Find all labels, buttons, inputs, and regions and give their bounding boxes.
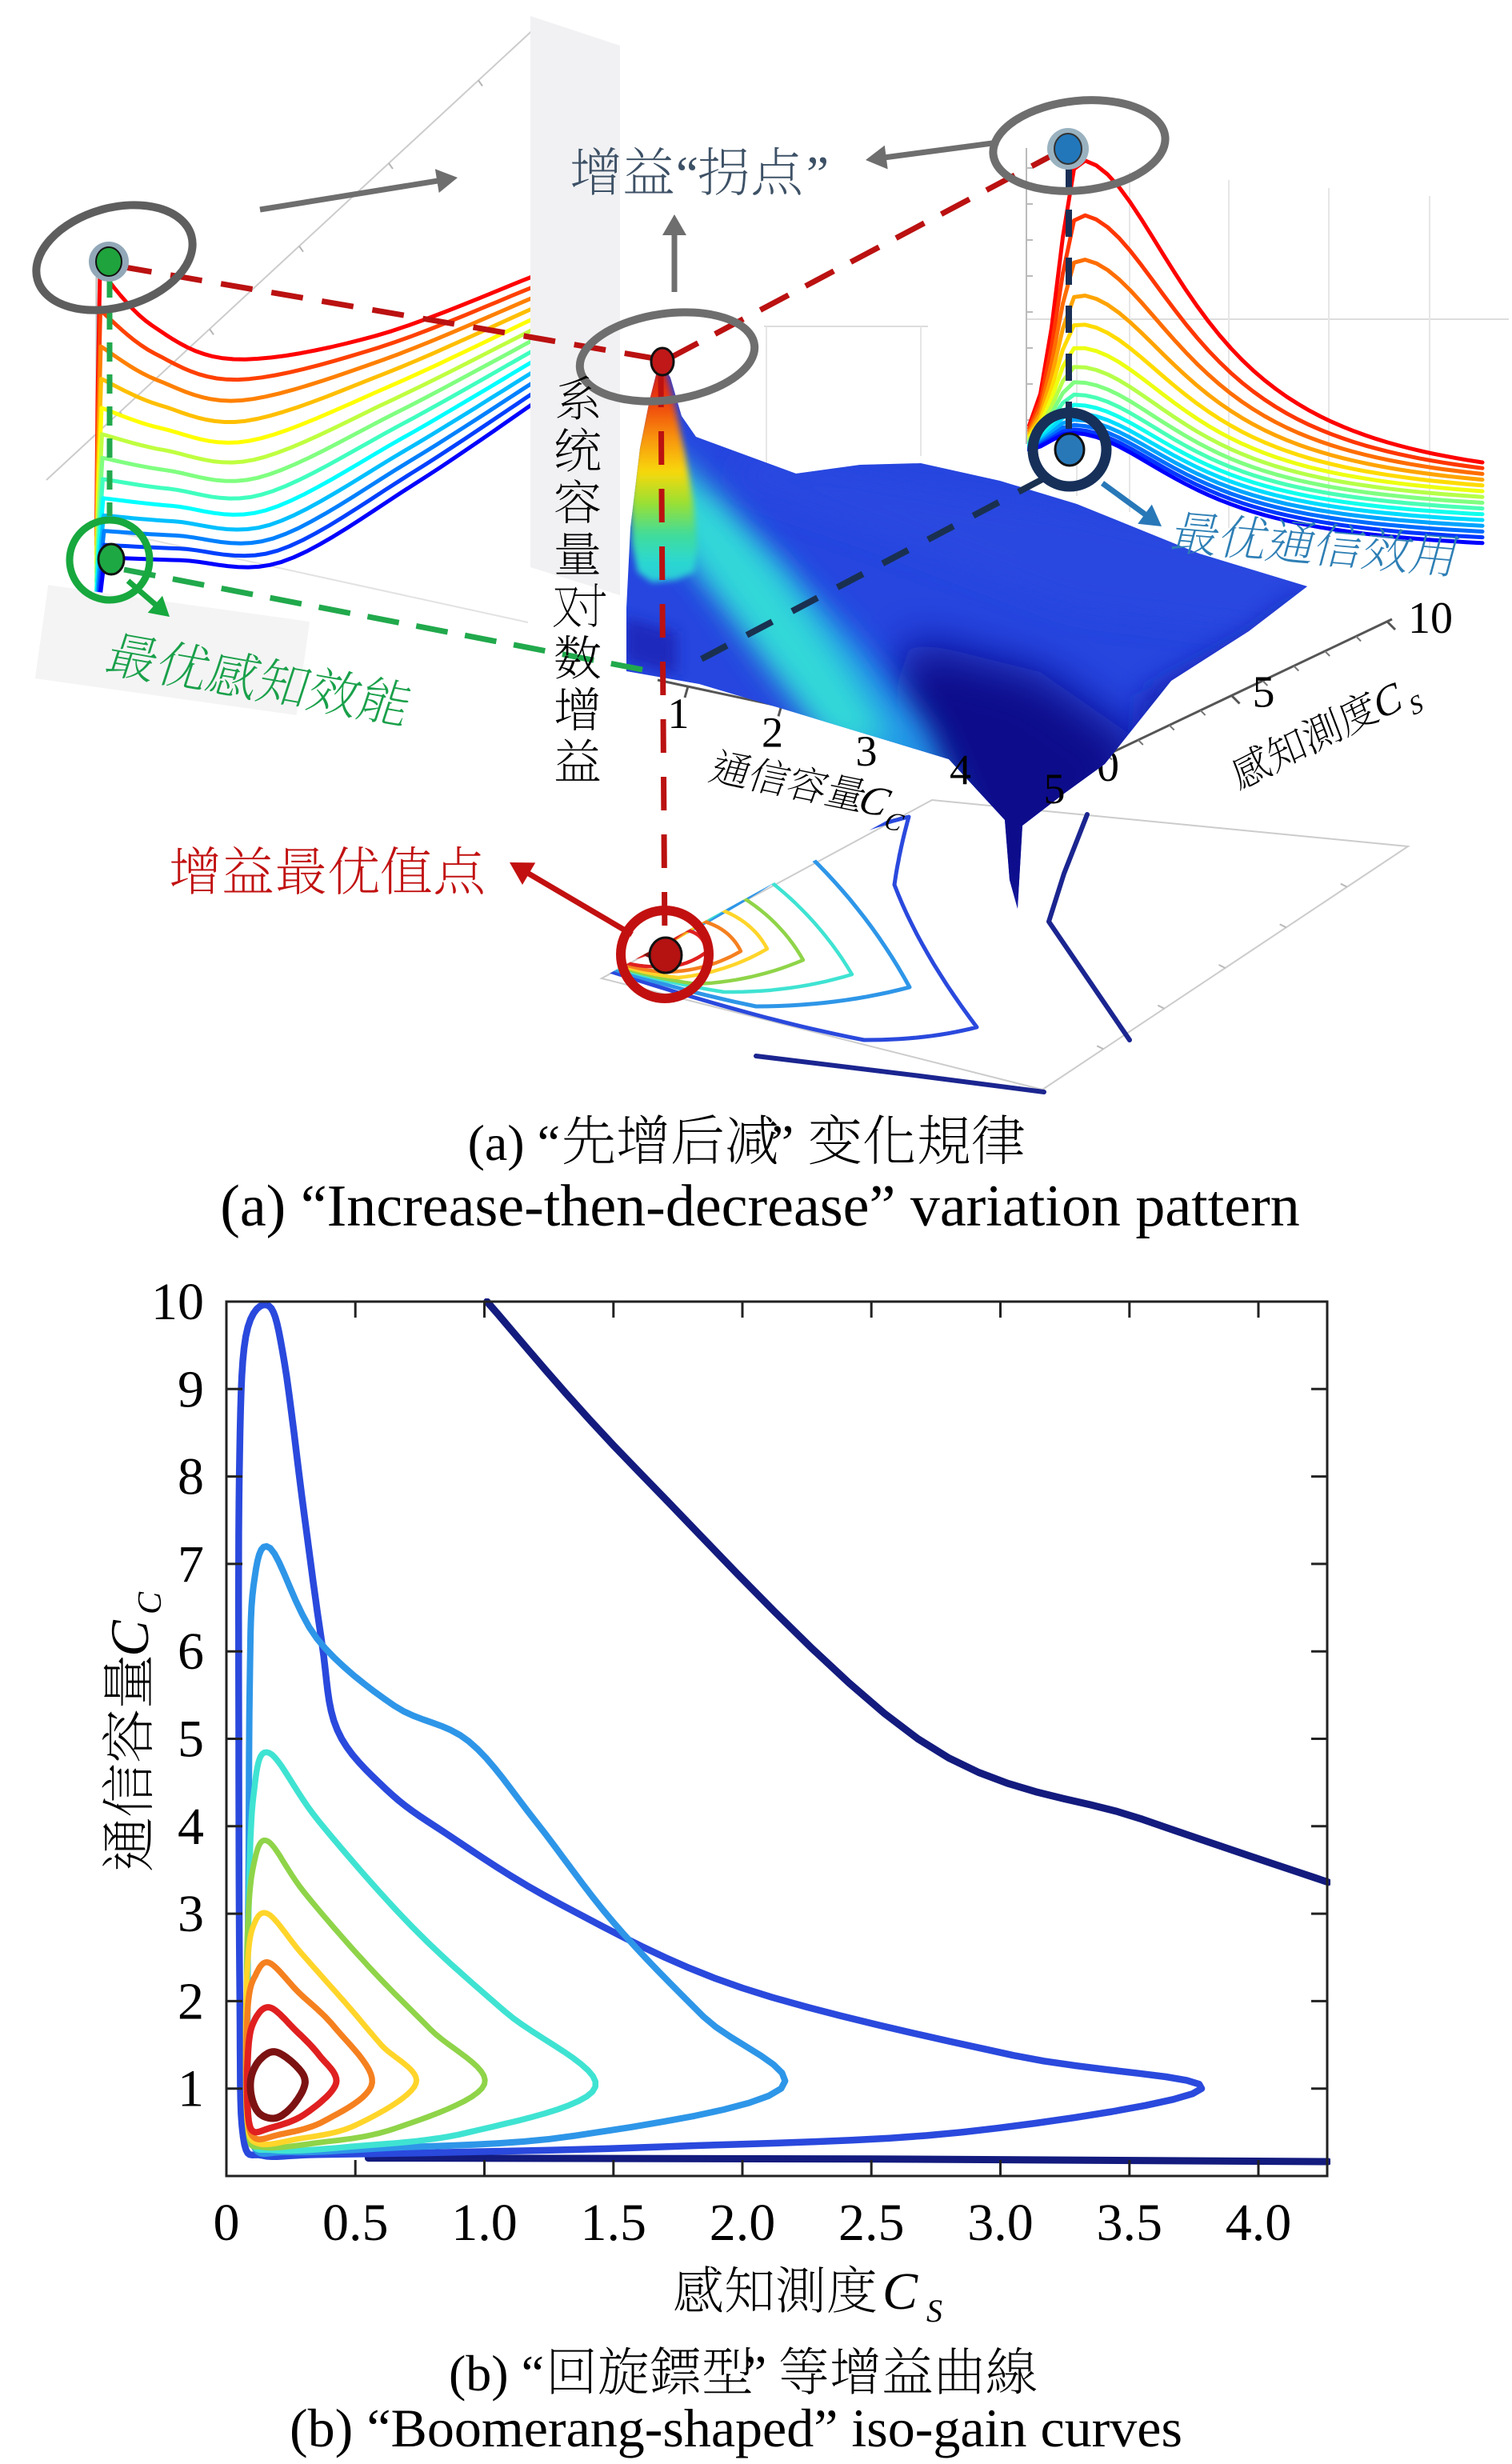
svg-text:2: 2 <box>762 709 783 757</box>
svg-text:5: 5 <box>1044 765 1066 813</box>
svg-text:4.0: 4.0 <box>1226 2194 1292 2252</box>
svg-text:1: 1 <box>178 2060 204 2118</box>
svg-text:5: 5 <box>1253 668 1275 718</box>
svg-text:(a) “: (a) “ <box>468 1114 560 1171</box>
svg-text:3.0: 3.0 <box>967 2194 1034 2252</box>
svg-text:(a) “Increase-then-decrease” v: (a) “Increase-then-decrease” variation p… <box>220 1174 1300 1239</box>
svg-text:9: 9 <box>178 1360 204 1418</box>
svg-text:”: ” <box>806 146 829 202</box>
svg-text:”: ” <box>771 1114 794 1171</box>
svg-text:2: 2 <box>178 1972 204 2030</box>
svg-text:C: C <box>132 1591 169 1614</box>
svg-text:4: 4 <box>178 1798 204 1856</box>
svg-text:“: “ <box>676 146 698 202</box>
svg-text:2.5: 2.5 <box>838 2194 905 2252</box>
svg-text:2.0: 2.0 <box>710 2194 776 2252</box>
svg-text:3: 3 <box>178 1885 204 1943</box>
svg-text:0: 0 <box>214 2194 240 2252</box>
svg-text:”: ” <box>744 2345 766 2402</box>
svg-text:8: 8 <box>178 1448 204 1506</box>
svg-text:S: S <box>926 2293 942 2329</box>
svg-text:10: 10 <box>151 1273 204 1331</box>
svg-text:1: 1 <box>668 690 690 738</box>
svg-text:6: 6 <box>178 1622 204 1681</box>
svg-text:C: C <box>882 2262 918 2321</box>
svg-text:(b) “Boomerang-shaped” iso-gai: (b) “Boomerang-shaped” iso-gain curves <box>290 2398 1182 2458</box>
svg-text:(b) “: (b) “ <box>449 2345 544 2402</box>
svg-text:7: 7 <box>178 1535 204 1594</box>
svg-text:C: C <box>99 1620 160 1657</box>
svg-text:3.5: 3.5 <box>1097 2194 1163 2252</box>
svg-text:4: 4 <box>950 746 971 794</box>
svg-text:5: 5 <box>178 1710 204 1769</box>
svg-text:0.5: 0.5 <box>322 2194 389 2252</box>
svg-text:3: 3 <box>856 727 878 775</box>
svg-text:1.0: 1.0 <box>451 2194 518 2252</box>
svg-text:1.5: 1.5 <box>581 2194 647 2252</box>
svg-text:10: 10 <box>1408 594 1453 643</box>
